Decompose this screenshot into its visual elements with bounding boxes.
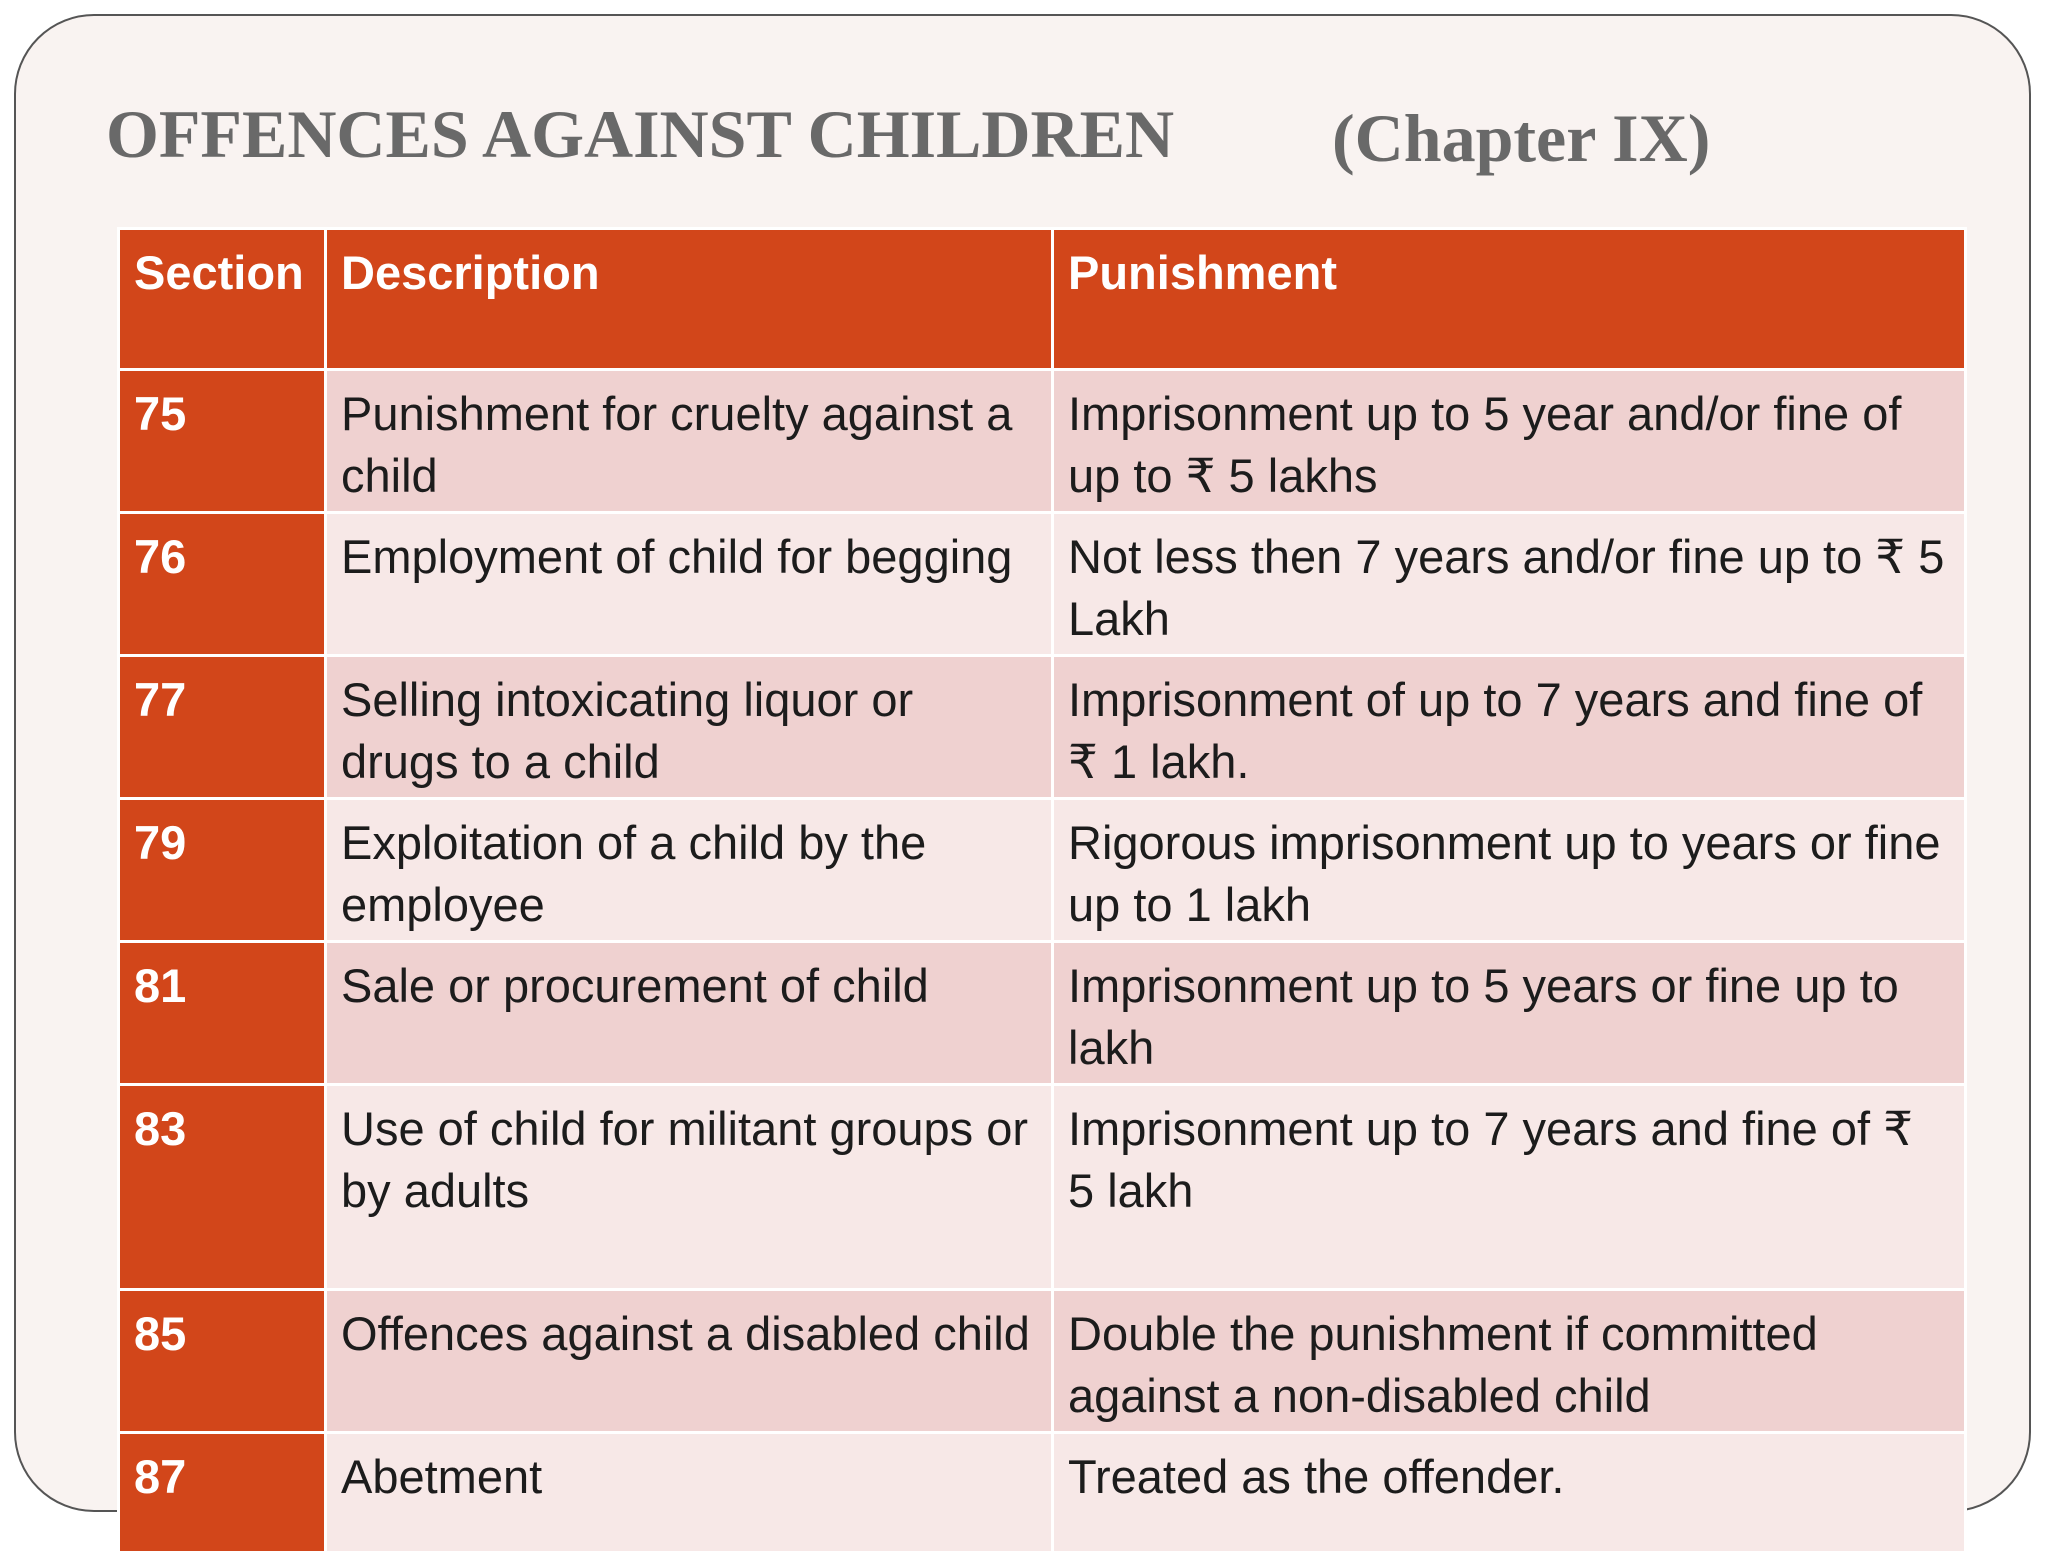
table-row: 81 Sale or procurement of child Imprison… [117, 940, 1967, 1086]
slide-subtitle: (Chapter IX) [1332, 100, 1711, 176]
punishment-cell: Treated as the offender. [1051, 1431, 1967, 1554]
table-row: 77 Selling intoxicating liquor or drugs … [117, 654, 1967, 800]
description-cell: Exploitation of a child by the employee [324, 797, 1054, 943]
section-cell: 81 [117, 940, 327, 1086]
description-cell: Use of child for militant groups or by a… [324, 1083, 1054, 1291]
section-cell: 76 [117, 511, 327, 657]
table-header-row: Section Description Punishment [117, 227, 1967, 371]
punishment-cell: Rigorous imprisonment up to years or fin… [1051, 797, 1967, 943]
offences-table: Section Description Punishment 75 Punish… [117, 227, 1967, 1554]
punishment-cell: Imprisonment up to 5 year and/or fine of… [1051, 368, 1967, 514]
table-row: 79 Exploitation of a child by the employ… [117, 797, 1967, 943]
punishment-cell: Imprisonment of up to 7 years and fine o… [1051, 654, 1967, 800]
table-row: 87 Abetment Treated as the offender. [117, 1431, 1967, 1554]
description-cell: Sale or procurement of child [324, 940, 1054, 1086]
section-cell: 85 [117, 1288, 327, 1434]
punishment-cell: Double the punishment if committed again… [1051, 1288, 1967, 1434]
punishment-cell: Imprisonment up to 5 years or fine up to… [1051, 940, 1967, 1086]
table-row: 85 Offences against a disabled child Dou… [117, 1288, 1967, 1434]
description-cell: Abetment [324, 1431, 1054, 1554]
section-cell: 75 [117, 368, 327, 514]
description-cell: Offences against a disabled child [324, 1288, 1054, 1434]
section-cell: 87 [117, 1431, 327, 1554]
table-row: 76 Employment of child for begging Not l… [117, 511, 1967, 657]
section-cell: 83 [117, 1083, 327, 1291]
section-cell: 79 [117, 797, 327, 943]
table-row: 83 Use of child for militant groups or b… [117, 1083, 1967, 1291]
description-cell: Punishment for cruelty against a child [324, 368, 1054, 514]
column-header-section: Section [117, 227, 327, 371]
column-header-description: Description [324, 227, 1054, 371]
punishment-cell: Not less then 7 years and/or fine up to … [1051, 511, 1967, 657]
column-header-punishment: Punishment [1051, 227, 1967, 371]
section-cell: 77 [117, 654, 327, 800]
slide-title: OFFENCES AGAINST CHILDREN [106, 96, 1175, 172]
punishment-cell: Imprisonment up to 7 years and fine of ₹… [1051, 1083, 1967, 1291]
description-cell: Employment of child for begging [324, 511, 1054, 657]
table-row: 75 Punishment for cruelty against a chil… [117, 368, 1967, 514]
description-cell: Selling intoxicating liquor or drugs to … [324, 654, 1054, 800]
